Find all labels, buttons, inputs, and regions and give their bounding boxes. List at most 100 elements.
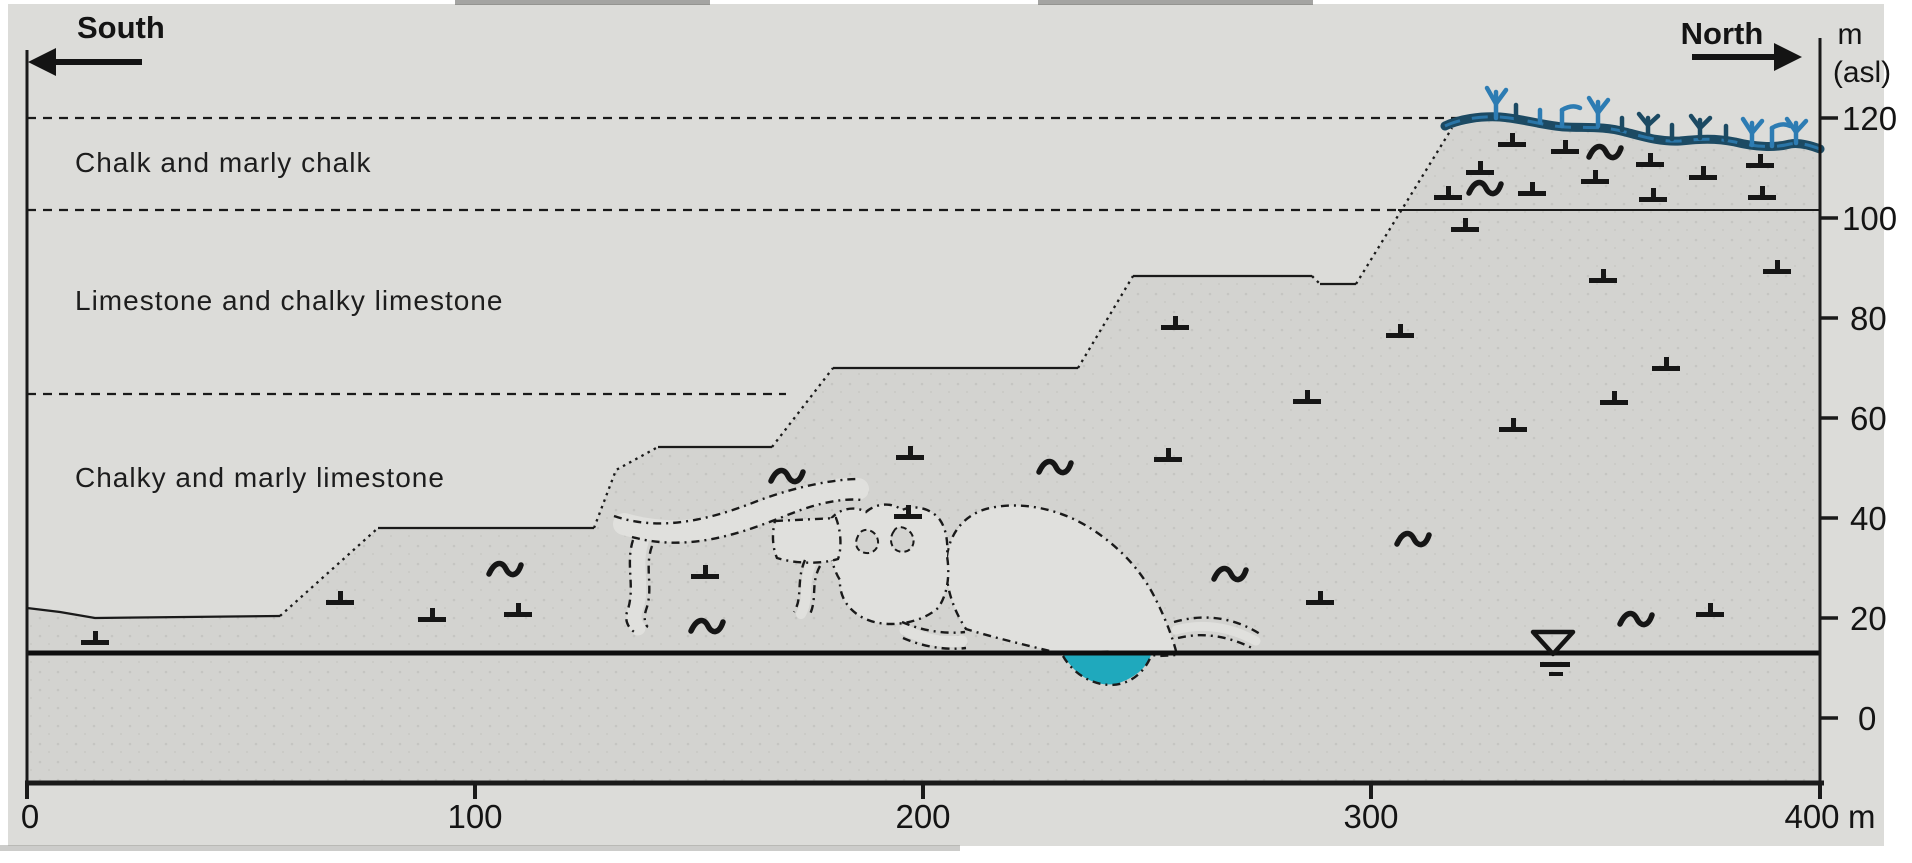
axes [25, 38, 1838, 799]
layer-label-limestone: Limestone and chalky limestone [75, 285, 503, 316]
marl-wavy-symbol-icon [1036, 458, 1074, 476]
bedding-symbol-icon [1639, 188, 1667, 202]
y-tick-label-60: 60 [1850, 400, 1887, 437]
bedding-symbol-icon [1306, 591, 1334, 605]
bedding-symbol-icon [1652, 357, 1680, 371]
cave-passage-1 [626, 534, 649, 636]
layer-labels: Chalk and marly chalk Limestone and chal… [75, 147, 503, 493]
surface-slope-5 [1355, 127, 1453, 285]
lithology-symbols [81, 133, 1791, 645]
bedding-symbol-icon [1600, 391, 1628, 405]
south-label: South [77, 10, 165, 45]
surface-slope-2 [771, 367, 834, 448]
vegetation-sprig-icon [1636, 111, 1661, 137]
water-table-symbol [1530, 629, 1576, 676]
bedding-symbol-icon [1518, 182, 1546, 196]
vegetation-sprig-icon [1559, 104, 1583, 129]
y-axis-unit-asl: (asl) [1833, 56, 1891, 89]
karst-cave-system [613, 477, 1261, 658]
cave-outline-0 [613, 477, 859, 525]
direction-labels: South North [28, 10, 1802, 76]
pool-water [1063, 655, 1151, 685]
marl-wavy-symbol-icon [1466, 179, 1504, 197]
bedding-symbol-icon [894, 505, 922, 519]
y-axis-tick-labels: 120 100 80 60 40 20 0 [1842, 100, 1897, 737]
x-tick-label-100: 100 [447, 798, 502, 835]
y-tick-label-0: 0 [1858, 700, 1876, 737]
cave-outline-3 [643, 545, 654, 629]
marl-wavy-symbol-icon [1617, 610, 1655, 628]
marl-wavy-symbol-icon [688, 617, 726, 635]
surface-bench-0 [26, 606, 281, 620]
bedding-symbol-icon [1589, 269, 1617, 283]
cave-passage-2 [796, 557, 817, 619]
marl-wavy-symbol-icon [486, 560, 524, 578]
water-table-dash [1549, 672, 1563, 676]
bedding-symbol-icon [1293, 390, 1321, 404]
bedding-symbol-icon [1499, 418, 1527, 432]
y-tick-label-20: 20 [1850, 600, 1887, 637]
north-label: North [1681, 16, 1764, 51]
bedding-symbol-icon [896, 446, 924, 460]
x-tick-label-400: 400 [1784, 798, 1839, 835]
vegetation-sprig-icon [1784, 116, 1809, 146]
layer-label-chalk: Chalk and marly chalk [75, 147, 371, 178]
bedding-symbol-icon [1466, 161, 1494, 175]
vegetation-sprig-icon [1688, 113, 1713, 141]
bedding-symbol-icon [1696, 603, 1724, 617]
y-tick-label-80: 80 [1850, 300, 1887, 337]
cave-outline-9 [902, 636, 967, 650]
x-tick-label-200: 200 [895, 798, 950, 835]
vegetated-hilltop [1440, 85, 1825, 154]
bedding-symbol-icon [326, 591, 354, 605]
bedding-symbol-icon [1161, 316, 1189, 330]
cave-outline-6 [1173, 616, 1261, 636]
bedding-symbol-icon [1498, 133, 1526, 147]
water-table-dash [1540, 662, 1570, 667]
cave-outline-1 [631, 498, 863, 544]
scan-artifact-bottom [0, 845, 960, 851]
marl-wavy-symbol-icon [1586, 143, 1624, 161]
terrain-surface-outline [26, 127, 1453, 620]
bedding-symbol-icon [1434, 186, 1462, 200]
cave-chamber-0 [945, 504, 1179, 658]
north-arrow-icon [1692, 43, 1802, 71]
vegetation-sprig-icon [1586, 95, 1611, 129]
south-arrow-icon [28, 48, 142, 76]
cave-outline-5 [807, 565, 822, 617]
layer-boundary-lines [27, 116, 1820, 396]
y-tick-label-120: 120 [1842, 100, 1897, 137]
cave-chamber-1 [827, 503, 950, 626]
surface-slope-4 [1311, 275, 1321, 285]
vegetation-sprig-icon [1769, 122, 1793, 149]
marl-wavy-symbol-icon [1211, 565, 1249, 583]
y-tick-label-40: 40 [1850, 500, 1887, 537]
cave-passage-0 [613, 477, 869, 543]
vegetation-sprig-icon [1740, 116, 1765, 148]
surface-slope-0 [279, 527, 379, 617]
bedding-symbol-icon [1636, 153, 1664, 167]
marl-wavy-symbol-icon [1394, 530, 1432, 548]
layer-label-chalky-limestone: Chalky and marly limestone [75, 462, 445, 493]
bedding-symbol-icon [1386, 324, 1414, 338]
x-axis-unit: m [1848, 798, 1876, 835]
bedding-symbol-icon [1551, 140, 1579, 154]
bedding-symbol-icon [1763, 260, 1791, 274]
bedding-symbol-icon [1748, 186, 1776, 200]
cave-water-pool [1061, 655, 1153, 687]
x-axis-ticks [25, 783, 1822, 799]
bedding-symbol-icon [81, 631, 109, 645]
cave-passage-3 [1171, 621, 1261, 646]
y-axis-unit: m (asl) [1833, 18, 1891, 89]
bedding-symbol-icon [1451, 218, 1479, 232]
marl-wavy-symbol-icon [768, 467, 806, 485]
bedding-symbol-icon [1154, 448, 1182, 462]
cave-pillar-1 [889, 526, 915, 554]
scan-artifact-top-2 [1038, 0, 1313, 5]
terrain-body [27, 117, 1820, 783]
bedding-symbol-icon [1746, 154, 1774, 168]
cave-chamber-2 [771, 516, 842, 564]
cave-passage-4 [899, 624, 968, 648]
y-axis-unit-m: m [1838, 18, 1863, 51]
terrain-texture [27, 117, 1820, 783]
